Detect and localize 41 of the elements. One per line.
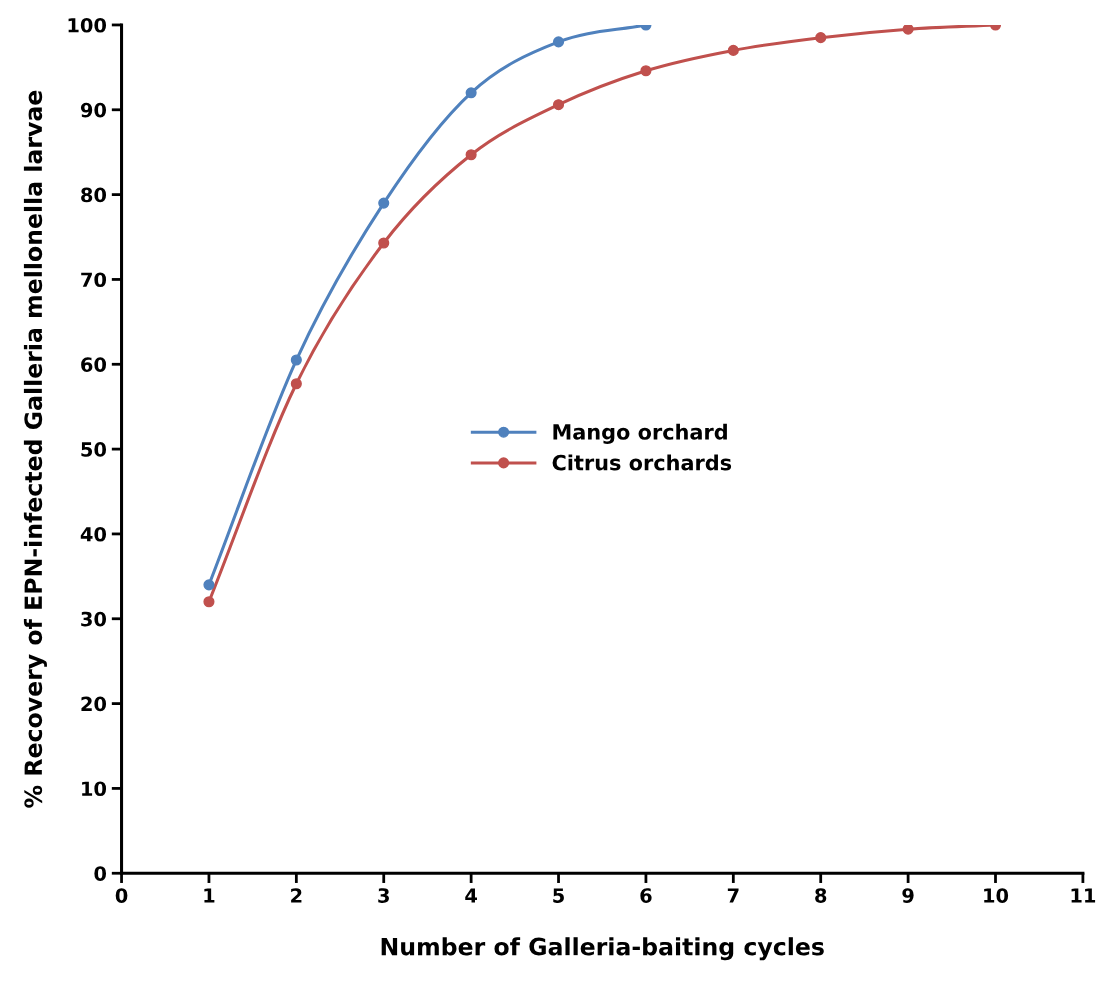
- x-tick-label: 6: [640, 888, 652, 903]
- point: [203, 579, 215, 591]
- x-tick-label: 1: [204, 888, 215, 903]
- y-axis-title: % Recovery of EPN-infected Galleria mellonella larvae: [23, 90, 47, 808]
- point: [552, 36, 565, 48]
- point: [465, 149, 477, 161]
- x-tick-label: 2: [291, 888, 302, 903]
- y-tick-label: 50: [81, 442, 107, 457]
- point: [378, 197, 390, 209]
- legend-label: Citrus orchards: [552, 454, 732, 471]
- x-tick-label: 10: [984, 888, 1009, 903]
- x-tick-label: 4: [465, 888, 477, 903]
- x-tick-label: 0: [115, 888, 128, 903]
- x-tick-label: 9: [902, 888, 914, 903]
- y-tick-label: 10: [82, 781, 107, 797]
- x-tick-label: 11: [1071, 888, 1096, 903]
- x-tick-label: 3: [378, 888, 389, 903]
- point: [378, 237, 390, 249]
- x-tick-label: 7: [727, 888, 739, 903]
- y-tick-label: 90: [80, 102, 107, 118]
- point: [290, 354, 302, 366]
- y-tick-label: 60: [81, 357, 107, 372]
- point: [552, 99, 565, 111]
- x-axis-title: Number of Galleria-baiting cycles: [381, 937, 824, 961]
- y-tick-label: 80: [81, 187, 107, 203]
- point: [203, 596, 215, 608]
- point: [815, 32, 827, 44]
- x-tick-label: 8: [815, 888, 827, 903]
- y-tick-label: 100: [68, 17, 107, 33]
- y-tick-label: 70: [81, 272, 107, 288]
- y-tick-label: 40: [80, 526, 107, 542]
- point: [902, 24, 914, 35]
- y-tick-label: 30: [81, 611, 107, 627]
- point: [640, 65, 652, 77]
- point: [465, 87, 477, 99]
- point: [727, 44, 739, 56]
- x-tick-label: 5: [553, 888, 564, 903]
- point: [290, 378, 302, 390]
- legend-label: Mango orchard: [553, 423, 727, 444]
- y-tick-label: 20: [81, 696, 107, 712]
- y-tick-label: 0: [94, 866, 107, 881]
